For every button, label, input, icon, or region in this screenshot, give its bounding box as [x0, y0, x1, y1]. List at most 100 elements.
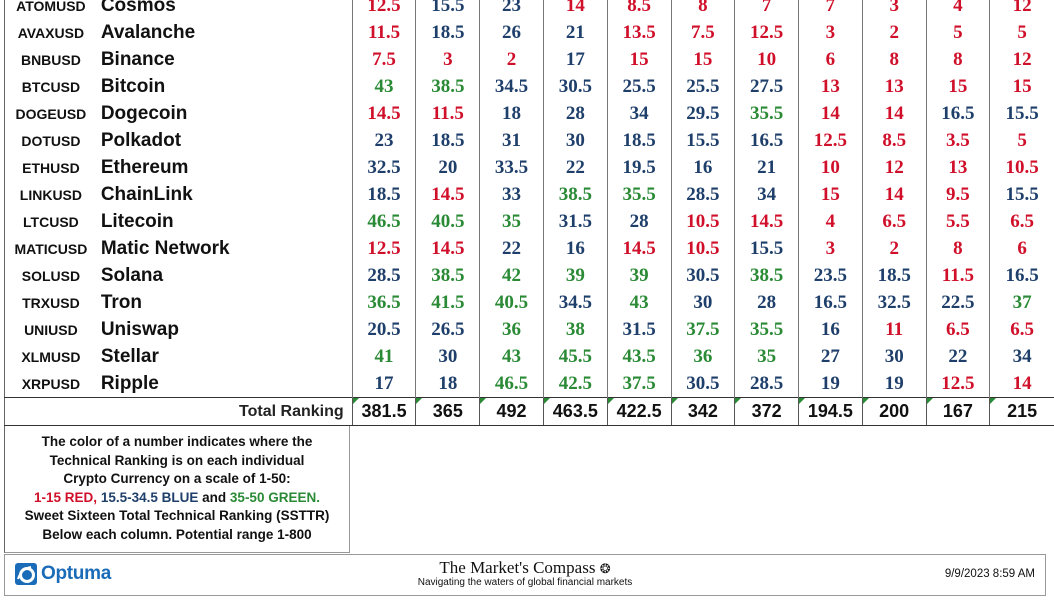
ranking-value-cell: 37	[989, 289, 1054, 316]
row-name: Ripple	[100, 372, 159, 394]
ranking-value-cell: 22	[542, 154, 608, 181]
row-symbol: LINKUSD	[19, 186, 83, 203]
ranking-value-cell: 21	[734, 154, 799, 181]
legend-line-5: Sweet Sixteen Total Technical Ranking (S…	[24, 508, 330, 523]
ranking-value-cell: 12.5	[351, 235, 416, 262]
ranking-value-cell: 11	[861, 316, 927, 343]
ranking-value-cell: 15.5	[415, 0, 480, 19]
ranking-value-cell: 8	[861, 46, 927, 73]
table-row: XLMUSD Stellar 41 30 43 45.5 43.5 36 35 27 30 22 34	[5, 343, 1054, 370]
total-value: 492	[496, 401, 527, 421]
ranking-value-cell: 35.5	[606, 181, 672, 208]
ranking-value-cell: 43	[351, 73, 416, 100]
ranking-value-cell: 14.5	[734, 208, 799, 235]
legend-line-6: Below each column. Potential range 1-800	[42, 526, 312, 542]
ranking-value-cell: 35.5	[734, 316, 799, 343]
ranking-value-cell: 15	[989, 73, 1054, 100]
legend-line-2: Technical Ranking is on each individual	[49, 452, 305, 468]
row-name: Uniswap	[100, 318, 179, 340]
row-symbol: BTCUSD	[21, 78, 81, 95]
ranking-value-cell: 8.5	[606, 0, 672, 19]
cell-flag-icon	[990, 398, 997, 404]
ranking-value-cell: 10.5	[989, 154, 1054, 181]
ranking-value-cell: 28.5	[351, 262, 416, 289]
ranking-value-cell: 40.5	[479, 289, 544, 316]
row-symbol: ETHUSD	[22, 159, 80, 176]
cell-flag-icon	[735, 398, 742, 404]
ranking-value-cell: 8.5	[861, 127, 927, 154]
ranking-value-cell: 34.5	[479, 73, 544, 100]
ranking-value-cell: 3	[415, 46, 480, 73]
legend-red-range: 1-15 RED,	[34, 489, 98, 505]
row-name: Avalanche	[100, 21, 196, 43]
ranking-value-cell: 12.5	[798, 127, 863, 154]
footer: Optuma The Market's Compass ❂ Navigating…	[4, 554, 1046, 596]
ranking-value-cell: 22	[479, 235, 544, 262]
ranking-value-cell: 36.5	[351, 289, 416, 316]
table-row: ETHUSD Ethereum 32.5 20 33.5 22 19.5 16 21 10 12 13…	[5, 154, 1054, 181]
ranking-value-cell: 36	[479, 316, 544, 343]
compass-title-text: The Market's Compass	[439, 558, 596, 577]
ranking-value-cell: 6.5	[989, 316, 1054, 343]
total-value: 381.5	[361, 401, 407, 421]
total-value: 463.5	[552, 401, 598, 421]
ranking-value-cell: 6.5	[925, 316, 990, 343]
ranking-value-cell: 8	[925, 235, 990, 262]
row-name: Solana	[100, 264, 164, 286]
timestamp: 9/9/2023 8:59 AM	[944, 568, 1035, 580]
row-name: Ethereum	[100, 156, 189, 178]
total-value-cell: 422.5	[606, 397, 672, 426]
compass-tagline: Navigating the waters of global financia…	[417, 577, 633, 588]
ranking-value-cell: 30.5	[670, 370, 735, 398]
total-value-cell: 381.5	[351, 397, 416, 426]
total-row: Total Ranking 381.5 365 492 463.5 422.5 342 372…	[4, 397, 1054, 426]
total-value-cell: 215	[989, 397, 1054, 426]
ranking-value-cell: 35	[479, 208, 544, 235]
ranking-value-cell: 25.5	[670, 73, 735, 100]
ranking-value-cell: 15.5	[734, 235, 799, 262]
total-value: 365	[432, 401, 463, 421]
ranking-value-cell: 30	[542, 127, 608, 154]
ranking-value-cell: 15.5	[670, 127, 735, 154]
ranking-value-cell: 33	[479, 181, 544, 208]
table-row: BTCUSD Bitcoin 43 38.5 34.5 30.5 25.5 25.5 27.5 1…	[5, 73, 1054, 100]
ranking-value-cell: 22	[925, 343, 990, 370]
table-row: XRPUSD Ripple 17 18 46.5 42.5 37.5 30.5 28.5 19 19…	[5, 370, 1054, 398]
ranking-value-cell: 14	[861, 181, 927, 208]
ranking-value-cell: 38	[542, 316, 608, 343]
ranking-value-cell: 34	[606, 100, 672, 127]
optuma-logo: Optuma	[15, 563, 111, 585]
ranking-value-cell: 20	[415, 154, 480, 181]
cell-flag-icon	[607, 398, 614, 404]
ranking-value-cell: 11.5	[415, 100, 480, 127]
ranking-value-cell: 38.5	[542, 181, 608, 208]
ranking-value-cell: 11.5	[925, 262, 990, 289]
table-row: LINKUSD ChainLink 18.5 14.5 33 38.5 35.5 28.5 34…	[5, 181, 1054, 208]
row-symbol: ATOMUSD	[16, 0, 86, 14]
ranking-value-cell: 28.5	[670, 181, 735, 208]
ranking-value-cell: 8	[670, 0, 735, 19]
ranking-value-cell: 6.5	[861, 208, 927, 235]
ranking-value-cell: 41.5	[415, 289, 480, 316]
ranking-value-cell: 5	[989, 19, 1054, 46]
compass-rose-icon: ❂	[599, 561, 611, 576]
ranking-value-cell: 4	[798, 208, 863, 235]
ranking-value-cell: 18.5	[351, 181, 416, 208]
ranking-value-cell: 23	[351, 127, 416, 154]
ranking-value-cell: 9.5	[925, 181, 990, 208]
ranking-value-cell: 25.5	[606, 73, 672, 100]
ranking-value-cell: 43	[479, 343, 544, 370]
cell-flag-icon	[862, 398, 869, 404]
row-name: Binance	[100, 48, 175, 70]
ranking-value-cell: 16	[542, 235, 608, 262]
row-name: Litecoin	[100, 210, 174, 232]
ranking-value-cell: 16.5	[798, 289, 863, 316]
total-value-cell: 342	[670, 397, 735, 426]
ranking-value-cell: 20.5	[351, 316, 416, 343]
optuma-logo-icon	[15, 563, 37, 585]
cell-flag-icon	[926, 398, 933, 404]
row-symbol: MATICUSD	[14, 240, 88, 257]
ranking-value-cell: 12	[861, 154, 927, 181]
ranking-value-cell: 5.5	[925, 208, 990, 235]
ranking-value-cell: 34	[734, 181, 799, 208]
